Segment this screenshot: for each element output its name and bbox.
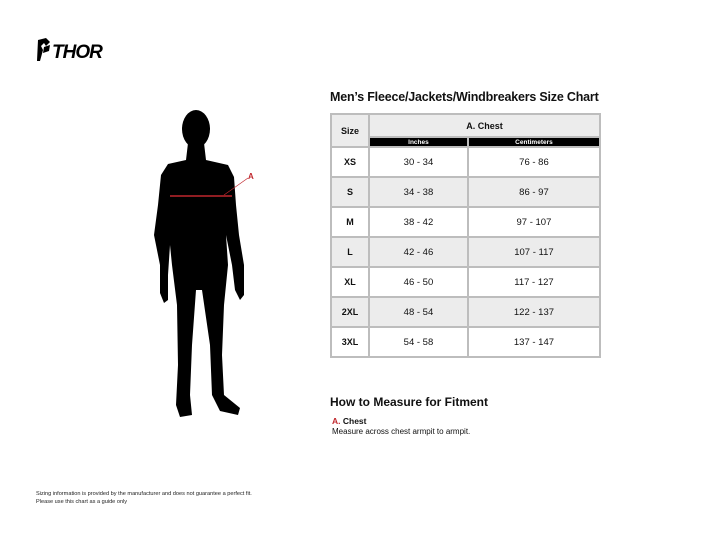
centimeters-cell: 76 - 86 (466, 146, 602, 178)
size-cell: 3XL (330, 326, 370, 358)
centimeters-header: Centimeters (466, 136, 602, 148)
inches-cell: 30 - 34 (368, 146, 469, 178)
inches-cell: 34 - 38 (368, 176, 469, 208)
inches-cell: 46 - 50 (368, 266, 469, 298)
howto-item-name: Chest (342, 416, 367, 426)
table-row: L 42 - 46 107 - 117 (330, 236, 602, 268)
howto-item-description: Measure across chest armpit to armpit. (332, 427, 471, 436)
size-chart-table: Size A. Chest Inches Centimeters XS 30 - … (330, 113, 602, 358)
centimeters-cell: 117 - 127 (466, 266, 602, 298)
table-row: M 38 - 42 97 - 107 (330, 206, 602, 238)
size-cell: S (330, 176, 370, 208)
table-row: 3XL 54 - 58 137 - 147 (330, 326, 602, 358)
size-cell: L (330, 236, 370, 268)
size-cell: XL (330, 266, 370, 298)
size-cell: 2XL (330, 296, 370, 328)
centimeters-cell: 97 - 107 (466, 206, 602, 238)
svg-text:THOR: THOR (52, 42, 103, 63)
inches-cell: 54 - 58 (368, 326, 469, 358)
chest-group-header: A. Chest (368, 113, 601, 138)
disclaimer: Sizing information is provided by the ma… (36, 491, 252, 506)
inches-cell: 48 - 54 (368, 296, 469, 328)
centimeters-cell: 137 - 147 (466, 326, 602, 358)
howto-title: How to Measure for Fitment (330, 395, 489, 409)
size-cell: XS (330, 146, 370, 178)
body-silhouette: A (154, 110, 254, 417)
howto-item-label: A. Chest (332, 416, 367, 426)
size-cell: M (330, 206, 370, 238)
chest-leader-line (223, 177, 249, 196)
table-row: XS 30 - 34 76 - 86 (330, 146, 602, 178)
disclaimer-line: Please use this chart as a guide only (36, 498, 128, 505)
table-row: 2XL 48 - 54 122 - 137 (330, 296, 602, 328)
chest-marker-label: A (248, 172, 254, 181)
silhouette-shape (154, 110, 244, 417)
howto-item-letter: A. (332, 416, 341, 426)
inches-cell: 42 - 46 (368, 236, 469, 268)
disclaimer-line: Sizing information is provided by the ma… (36, 491, 252, 497)
thor-logo: THOR (37, 38, 104, 63)
chart-title: Men’s Fleece/Jackets/Windbreakers Size C… (330, 90, 599, 104)
table-row: XL 46 - 50 117 - 127 (330, 266, 602, 298)
size-column-header: Size (330, 113, 370, 148)
table-row: S 34 - 38 86 - 97 (330, 176, 602, 208)
inches-header: Inches (368, 136, 469, 148)
centimeters-cell: 86 - 97 (466, 176, 602, 208)
inches-cell: 38 - 42 (368, 206, 469, 238)
centimeters-cell: 107 - 117 (466, 236, 602, 268)
centimeters-cell: 122 - 137 (466, 296, 602, 328)
